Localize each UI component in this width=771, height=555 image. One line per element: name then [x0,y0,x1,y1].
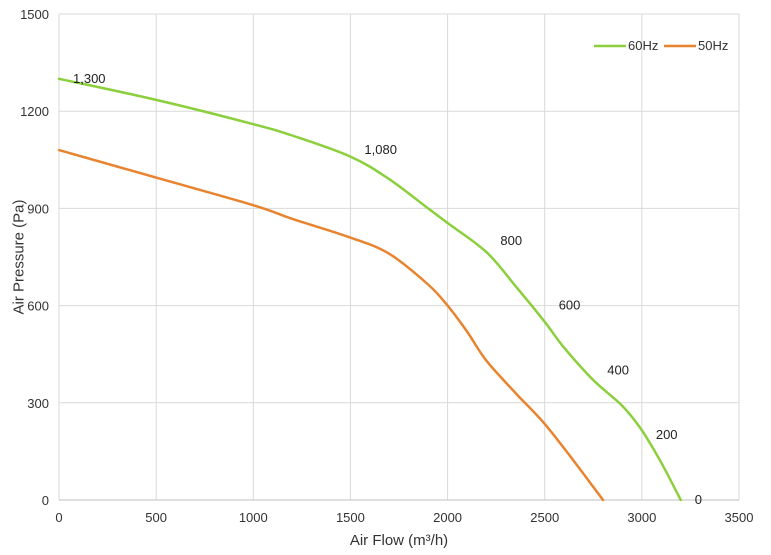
legend-label-50hz: 50Hz [698,38,728,53]
y-tick-label: 1500 [20,7,49,22]
y-tick-label: 600 [27,299,49,314]
data-label: 1,300 [73,71,106,86]
data-label: 200 [656,427,678,442]
x-tick-label: 1500 [336,510,365,525]
data-label: 1,080 [364,142,397,157]
series-line-60hz [57,77,682,502]
data-label: 800 [500,233,522,248]
legend-label-60hz: 60Hz [628,38,658,53]
x-tick-label: 0 [55,510,62,525]
x-tick-label: 3500 [725,510,754,525]
y-tick-label: 300 [27,396,49,411]
data-label: 400 [607,362,629,377]
x-axis-title: Air Flow (m³/h) [350,532,448,549]
x-tick-label: 3000 [627,510,656,525]
x-tick-label: 1000 [239,510,268,525]
y-axis-title: Air Pressure (Pa) [10,199,27,314]
data-label: 600 [559,298,581,313]
x-tick-label: 2500 [530,510,559,525]
x-tick-label: 2000 [433,510,462,525]
y-tick-label: 900 [27,201,49,216]
x-tick-label: 500 [145,510,167,525]
data-label: 0 [695,492,702,507]
series-line-50hz [57,148,605,502]
y-tick-label: 1200 [20,104,49,119]
y-tick-label: 0 [42,493,49,508]
